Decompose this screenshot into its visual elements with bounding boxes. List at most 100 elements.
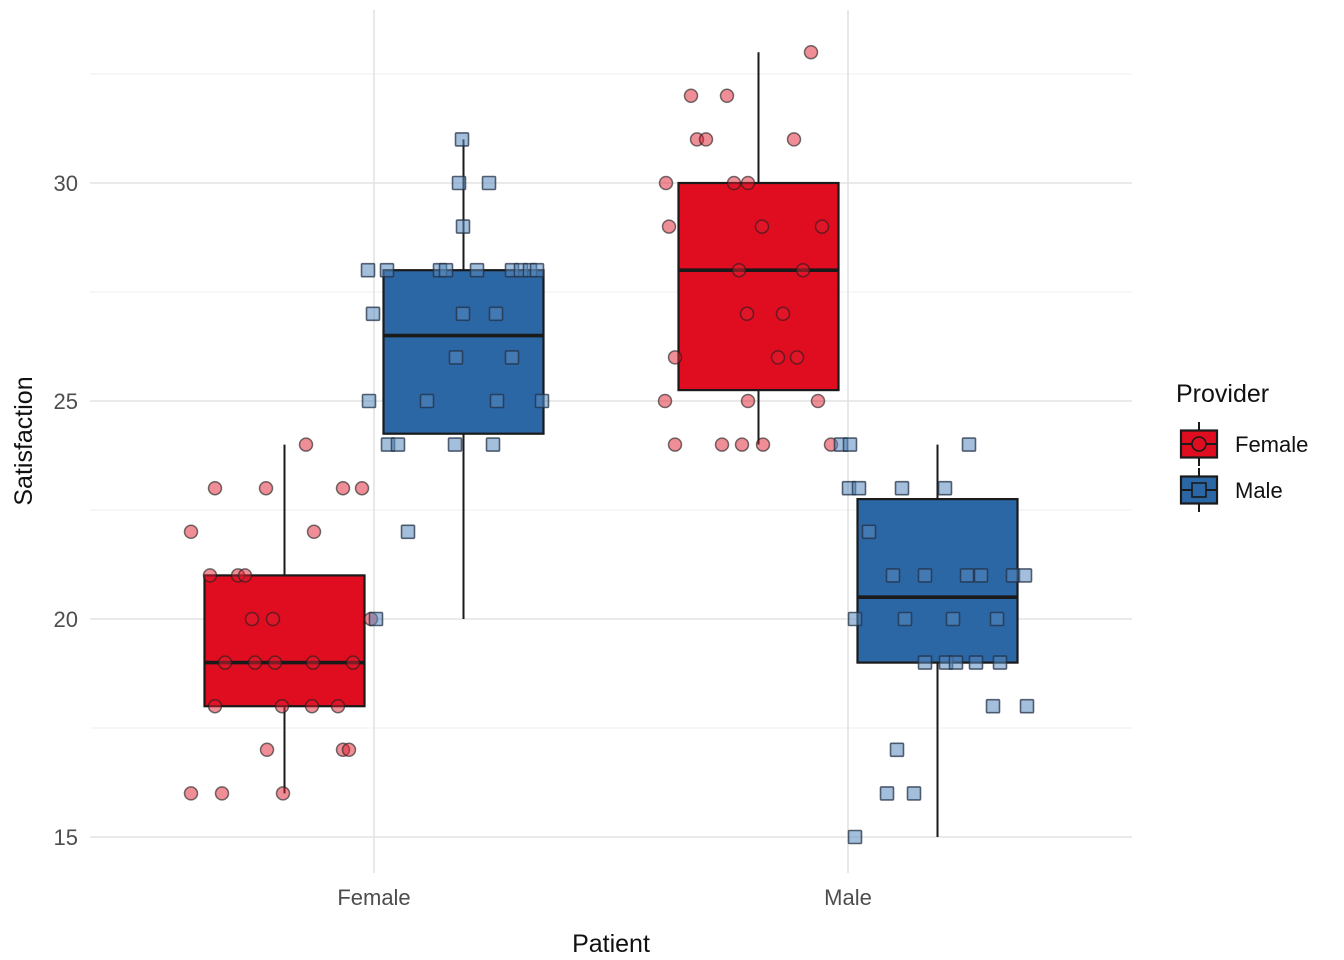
jitter-point-square [847, 611, 863, 627]
jitter-point-circle [275, 786, 291, 801]
jitter-point-circle [259, 742, 275, 758]
jitter-point-square [842, 437, 858, 452]
jitter-point-square [937, 480, 953, 496]
jitter-point-circle [657, 393, 673, 409]
legend-entries: Female Male [1179, 422, 1308, 512]
jitter-point-square [390, 437, 406, 452]
jitter-point-circle [265, 611, 281, 627]
jitter-point-square [534, 393, 550, 409]
jitter-point-circle [354, 480, 370, 496]
boxplot-male-male [856, 444, 1019, 837]
jitter-point-square [455, 306, 471, 322]
jitter-point-square [968, 655, 984, 670]
jitter-point-square [961, 437, 977, 452]
jitter-point-circle [740, 393, 756, 409]
jitter-point-circle [714, 437, 730, 452]
jitter-point-square [469, 262, 485, 278]
jitter-point-circle [786, 132, 802, 147]
y-tick-label: 15 [54, 825, 78, 850]
jitter-point-circle [183, 786, 199, 801]
boxplot-boxes [203, 52, 1019, 837]
boxplot-female-female [203, 444, 366, 794]
jitter-point-square [489, 393, 505, 409]
jitter-point-square [945, 611, 961, 627]
x-axis-tick-labels: Female Male [337, 885, 872, 910]
jitter-point-circle [740, 175, 756, 191]
jitter-point-circle [775, 306, 791, 322]
jitter-point-square [438, 262, 454, 278]
iqr-box [382, 269, 545, 435]
jitter-point-square [368, 611, 384, 627]
iqr-box [203, 574, 366, 708]
boxplot-male-female [677, 52, 840, 445]
jitter-point-circle [341, 742, 357, 758]
jitter-point-square [529, 262, 545, 278]
jitter-point-square [379, 262, 395, 278]
y-tick-label: 20 [54, 607, 78, 632]
y-tick-label: 30 [54, 171, 78, 196]
y-axis-tick-labels: 15 20 25 30 [54, 171, 78, 850]
jitter-point-square [889, 742, 905, 758]
jitter-point-circle [214, 786, 230, 801]
jitter-point-circle [726, 175, 742, 191]
jitter-point-square [973, 568, 989, 583]
jitter-points [183, 44, 1035, 845]
jitter-point-circle [330, 698, 346, 714]
jitter-point-circle [202, 568, 218, 583]
jitter-point-circle [754, 219, 770, 234]
jitter-point-circle [258, 480, 274, 496]
jitter-point-circle [667, 437, 683, 452]
jitter-point-square [851, 480, 867, 496]
jitter-point-square [485, 437, 501, 452]
jitter-point-square [1005, 568, 1021, 583]
jitter-point-circle [345, 655, 361, 670]
jitter-point-circle [304, 698, 320, 714]
jitter-point-circle [217, 655, 233, 670]
jitter-point-square [504, 350, 520, 365]
x-axis-title: Patient [572, 930, 650, 958]
jitter-point-square [861, 524, 877, 540]
legend-key-circle-icon [1191, 436, 1207, 452]
jitter-point-square [361, 393, 377, 409]
jitter-point-circle [667, 350, 683, 365]
legend-entry-label: Female [1235, 432, 1308, 457]
jitter-point-circle [698, 132, 714, 147]
jitter-point-circle [814, 219, 830, 234]
jitter-point-square [365, 306, 381, 322]
jitter-point-circle [731, 262, 747, 278]
jitter-point-square [897, 611, 913, 627]
legend-entry-label: Male [1235, 478, 1283, 503]
jitter-point-circle [755, 437, 771, 452]
jitter-point-square [948, 655, 964, 670]
jitter-point-circle [810, 393, 826, 409]
y-tick-label: 25 [54, 389, 78, 414]
legend-entry-male: Male [1179, 468, 1283, 512]
jitter-point-square [906, 786, 922, 801]
jitter-point-circle [207, 698, 223, 714]
legend-title: Provider [1176, 380, 1269, 408]
y-axis-title: Satisfaction [10, 376, 38, 505]
iqr-box [677, 181, 840, 392]
jitter-point-square [451, 175, 467, 191]
jitter-point-circle [267, 655, 283, 670]
jitter-point-square [400, 524, 416, 540]
jitter-point-circle [183, 524, 199, 540]
jitter-point-square [885, 568, 901, 583]
jitter-point-square [992, 655, 1008, 670]
x-tick-label: Female [337, 885, 410, 910]
jitter-point-circle [298, 437, 314, 452]
legend: Provider Female Male [1176, 380, 1308, 512]
x-tick-label: Male [824, 885, 872, 910]
jitter-point-circle [661, 219, 677, 234]
jitter-point-square [917, 655, 933, 670]
jitter-point-square [847, 829, 863, 845]
jitter-point-circle [719, 88, 735, 104]
jitter-point-square [448, 350, 464, 365]
legend-entry-female: Female [1179, 422, 1308, 466]
jitter-point-circle [207, 480, 223, 496]
jitter-point-square [989, 611, 1005, 627]
jitter-point-circle [789, 350, 805, 365]
jitter-point-circle [305, 655, 321, 670]
